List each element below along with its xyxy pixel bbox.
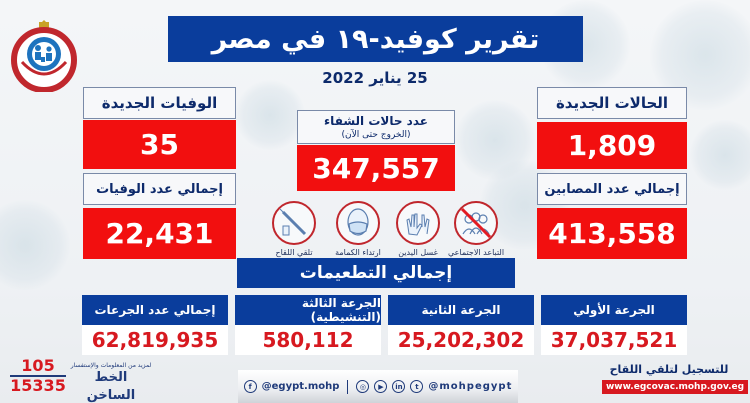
booster-dose-label: الجرعة الثالثة (التنشيطية) xyxy=(235,295,381,325)
total-cases-label: إجمالي عدد المصابين xyxy=(537,173,687,205)
total-cases-label-text: إجمالي عدد المصابين xyxy=(544,181,680,197)
vaccine-syringe-icon xyxy=(272,201,316,245)
vaccinations-header: إجمالي التطعيمات xyxy=(237,258,515,288)
hotline-number-long: 15335 xyxy=(10,376,66,395)
social-media-bar: f @egypt.mohp ◎ ▶ in t @mohpegypt xyxy=(238,370,518,403)
virus-decoration xyxy=(690,120,750,190)
total-doses-card: إجمالي عدد الجرعات 62,819,935 xyxy=(82,295,228,357)
virus-decoration xyxy=(235,80,305,150)
second-dose-value: 25,202,302 xyxy=(388,325,534,355)
hotline-number-short: 105 xyxy=(10,357,66,377)
instagram-icon[interactable]: ◎ xyxy=(356,380,370,393)
recovered-label: عدد حالات الشفاء (الخروج حتى الآن) xyxy=(297,110,455,144)
face-mask-label: ارتداء الكمامة xyxy=(335,248,381,257)
ministry-emblem-icon xyxy=(11,20,77,93)
recovered-value: 347,557 xyxy=(297,145,455,191)
youtube-icon[interactable]: ▶ xyxy=(374,380,388,393)
new-cases-label-text: الحالات الجديدة xyxy=(555,94,669,112)
total-cases-value: 413,558 xyxy=(537,208,687,259)
hand-washing-label: غسل اليدين xyxy=(398,248,438,257)
social-distancing-label: التباعد الاجتماعي xyxy=(447,248,505,257)
register-url-link[interactable]: www.egcovac.mohp.gov.eg xyxy=(602,380,748,394)
face-mask-icon xyxy=(336,201,380,245)
divider xyxy=(347,379,349,394)
booster-dose-value: 580,112 xyxy=(235,325,381,355)
new-deaths-label-text: الوفيات الجديدة xyxy=(101,94,218,112)
new-deaths-label: الوفيات الجديدة xyxy=(83,87,236,119)
first-dose-label: الجرعة الأولي xyxy=(541,295,687,325)
vaccine-label: تلقي اللقاح xyxy=(275,248,313,257)
hotline-label: الخط الساخن xyxy=(86,370,136,403)
second-dose-card: الجرعة الثانية 25,202,302 xyxy=(388,295,534,357)
report-title: تقرير كوفيد-١٩ في مصر xyxy=(168,16,583,62)
total-deaths-label-text: إجمالي عدد الوفيات xyxy=(96,181,223,197)
register-label: للتسجيل لتلقي اللقاح xyxy=(609,363,729,376)
booster-dose-card: الجرعة الثالثة (التنشيطية) 580,112 xyxy=(235,295,381,357)
hotline-info-text: لمزيد من المعلومات والإستفسار xyxy=(70,362,152,369)
hotline-text: لمزيد من المعلومات والإستفسار الخط الساخ… xyxy=(70,362,152,403)
recovered-label-text: عدد حالات الشفاء xyxy=(324,113,428,128)
total-deaths-label: إجمالي عدد الوفيات xyxy=(83,173,236,205)
hand-washing-icon xyxy=(396,201,440,245)
recovered-sublabel: (الخروج حتى الآن) xyxy=(341,129,411,140)
facebook-icon[interactable]: f xyxy=(243,380,257,393)
hotline-numbers: 105 15335 xyxy=(10,357,66,395)
virus-decoration xyxy=(0,200,70,290)
twitter-icon[interactable]: t xyxy=(410,380,424,393)
virus-decoration xyxy=(455,100,535,180)
total-doses-label: إجمالي عدد الجرعات xyxy=(82,295,228,325)
linkedin-icon[interactable]: in xyxy=(392,380,406,393)
total-deaths-value: 22,431 xyxy=(83,208,236,259)
new-cases-value: 1,809 xyxy=(537,122,687,169)
social-handle[interactable]: @mohpegypt xyxy=(428,381,513,392)
ministry-logo xyxy=(8,12,80,93)
new-deaths-value: 35 xyxy=(83,120,236,169)
facebook-handle[interactable]: @egypt.mohp xyxy=(261,381,340,392)
social-distancing-icon xyxy=(454,201,498,245)
report-date: 25 يناير 2022 xyxy=(322,69,428,87)
first-dose-value: 37,037,521 xyxy=(541,325,687,355)
first-dose-card: الجرعة الأولي 37,037,521 xyxy=(541,295,687,357)
second-dose-label: الجرعة الثانية xyxy=(388,295,534,325)
new-cases-label: الحالات الجديدة xyxy=(537,87,687,119)
total-doses-value: 62,819,935 xyxy=(82,325,228,355)
